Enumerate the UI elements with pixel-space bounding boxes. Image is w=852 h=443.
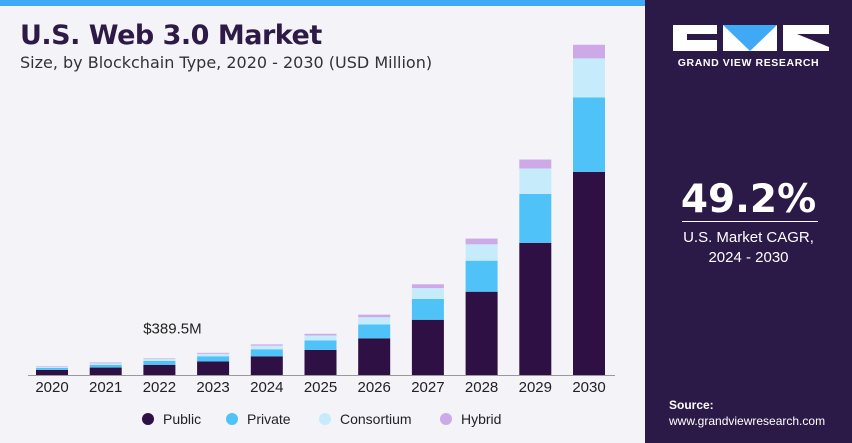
legend-marker-private xyxy=(226,413,238,425)
bar-segment-hybrid-2029 xyxy=(519,159,552,169)
bar-segment-public-2021 xyxy=(89,367,122,375)
x-tick-label-2023: 2023 xyxy=(196,379,229,396)
x-tick-label-2024: 2024 xyxy=(250,379,283,396)
grand-view-research-logo xyxy=(673,25,829,51)
bar-segment-private-2024 xyxy=(250,349,283,357)
bar-segment-consortium-2030 xyxy=(573,58,605,98)
bar-segment-consortium-2023 xyxy=(197,353,230,357)
bar-segment-consortium-2028 xyxy=(465,244,498,261)
bar-segment-public-2024 xyxy=(250,356,283,375)
bar-segment-public-2023 xyxy=(197,361,230,375)
bar-segment-hybrid-2021 xyxy=(89,362,122,364)
bar-segment-hybrid-2027 xyxy=(411,284,444,289)
bar-segment-private-2030 xyxy=(573,97,605,172)
x-tick-label-2022: 2022 xyxy=(143,379,176,396)
bar-segment-hybrid-2020 xyxy=(36,366,68,367)
bar-segment-public-2028 xyxy=(465,291,498,375)
bar-segment-consortium-2022 xyxy=(143,359,176,361)
stacked-bar-chart: 2020 2021 2022 $389.5M 2023 2024 2025 2026 2027 2… xyxy=(28,44,615,427)
bar-segment-private-2023 xyxy=(197,356,230,362)
legend-label-public: Public xyxy=(163,411,201,427)
data-label-2022: $389.5M xyxy=(143,320,201,337)
chart-subtitle: Size, by Blockchain Type, 2020 - 2030 (U… xyxy=(20,53,433,72)
legend-marker-public xyxy=(142,413,154,425)
legend-label-hybrid: Hybrid xyxy=(461,411,501,427)
legend-marker-hybrid xyxy=(440,413,452,425)
legend-label-consortium: Consortium xyxy=(340,411,412,427)
legend-marker-consortium xyxy=(319,413,331,425)
bar-segment-public-2020 xyxy=(36,369,68,375)
source-title: Source: xyxy=(669,398,714,412)
bar-segment-private-2026 xyxy=(358,324,391,339)
x-tick-label-2027: 2027 xyxy=(411,379,444,396)
chart-title: U.S. Web 3.0 Market xyxy=(20,20,322,51)
bar-segment-hybrid-2030 xyxy=(573,44,605,59)
bar-segment-hybrid-2028 xyxy=(465,238,498,245)
bar-segment-hybrid-2023 xyxy=(197,352,230,354)
bar-segment-consortium-2027 xyxy=(411,288,444,299)
bar-segment-consortium-2025 xyxy=(304,335,337,341)
bar-segment-private-2021 xyxy=(89,364,122,368)
bar-segment-public-2026 xyxy=(358,338,391,375)
x-tick-label-2028: 2028 xyxy=(465,379,498,396)
bar-segment-consortium-2020 xyxy=(36,366,68,368)
source-link[interactable]: www.grandviewresearch.com xyxy=(669,414,826,428)
bar-segment-private-2028 xyxy=(465,260,498,292)
x-tick-label-2020: 2020 xyxy=(35,379,68,396)
bar-segment-hybrid-2026 xyxy=(358,314,391,318)
legend-label-private: Private xyxy=(247,411,291,427)
x-tick-label-2025: 2025 xyxy=(304,379,337,396)
bar-segment-public-2030 xyxy=(573,171,605,375)
bar-segment-private-2025 xyxy=(304,340,337,350)
cagr-value: 49.2% xyxy=(680,177,817,222)
bar-segment-private-2022 xyxy=(143,360,176,365)
top-accent-bar xyxy=(0,0,645,6)
cagr-label: U.S. Market CAGR, 2024 - 2030 xyxy=(645,228,852,268)
bar-segment-public-2022 xyxy=(143,364,176,375)
side-panel: GRAND VIEW RESEARCH 49.2% U.S. Market CA… xyxy=(645,0,852,443)
bar-segment-consortium-2026 xyxy=(358,317,391,325)
cagr-label-line2: 2024 - 2030 xyxy=(708,249,789,266)
bar-segment-public-2027 xyxy=(411,319,444,375)
x-tick-label-2030: 2030 xyxy=(572,379,605,396)
bar-segment-consortium-2024 xyxy=(250,345,283,350)
x-tick-label-2029: 2029 xyxy=(519,379,552,396)
bar-segment-private-2029 xyxy=(519,193,552,243)
x-tick-label-2021: 2021 xyxy=(89,379,122,396)
bar-segment-private-2020 xyxy=(36,367,68,370)
bar-segment-private-2027 xyxy=(411,298,444,320)
bar-segment-hybrid-2025 xyxy=(304,333,337,336)
bar-segment-public-2029 xyxy=(519,242,552,375)
bar-segment-consortium-2021 xyxy=(89,363,122,365)
bar-segment-consortium-2029 xyxy=(519,168,552,194)
bar-segment-hybrid-2022 xyxy=(143,358,176,360)
brand-name: GRAND VIEW RESEARCH xyxy=(677,57,820,69)
bar-segment-public-2025 xyxy=(304,349,337,375)
x-tick-label-2026: 2026 xyxy=(358,379,391,396)
bar-segment-hybrid-2024 xyxy=(250,344,283,346)
cagr-divider xyxy=(682,221,818,222)
cagr-label-line1: U.S. Market CAGR, xyxy=(683,229,814,246)
